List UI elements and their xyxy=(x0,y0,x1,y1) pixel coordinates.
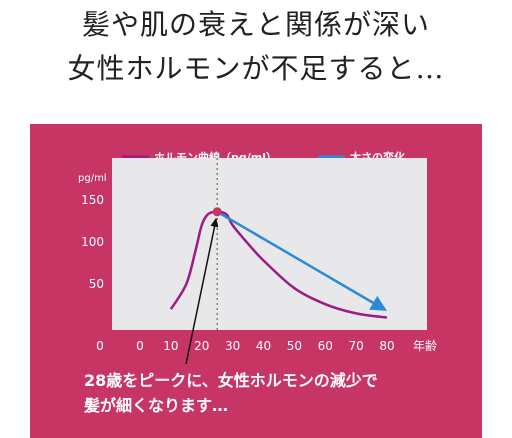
x-tick-label: 0 xyxy=(136,339,144,353)
pointer-arrow-line xyxy=(185,223,216,364)
y-axis-unit: pg/ml xyxy=(78,173,107,184)
x-tick-label: 10 xyxy=(163,339,178,353)
x-axis-label: 年齢 xyxy=(413,338,437,353)
origin-label: 0 xyxy=(96,339,104,353)
x-tick-label: 40 xyxy=(256,339,271,353)
thickness-trend-arrowhead xyxy=(369,295,387,311)
x-tick-label: 60 xyxy=(318,339,333,353)
x-tick-label: 50 xyxy=(287,339,302,353)
caption-line2: 髪が細くなります… xyxy=(84,396,229,415)
caption-line1: 28歳をピークに、女性ホルモンの減少で xyxy=(84,371,378,390)
x-tick-label: 30 xyxy=(225,339,240,353)
thickness-trend-line xyxy=(216,210,376,305)
headline-line2: 女性ホルモンが不足すると… xyxy=(67,52,445,85)
x-tick-label: 20 xyxy=(194,339,209,353)
peak-marker xyxy=(212,207,222,217)
x-tick-label: 70 xyxy=(348,339,363,353)
y-tick-label: 150 xyxy=(81,193,104,207)
y-tick-label: 50 xyxy=(89,277,104,291)
x-tick-label: 80 xyxy=(379,339,394,353)
pointer-arrow-head xyxy=(210,217,219,228)
y-tick-label: 100 xyxy=(81,235,104,249)
headline-line1: 髪や肌の衰えと関係が深い xyxy=(81,8,430,41)
